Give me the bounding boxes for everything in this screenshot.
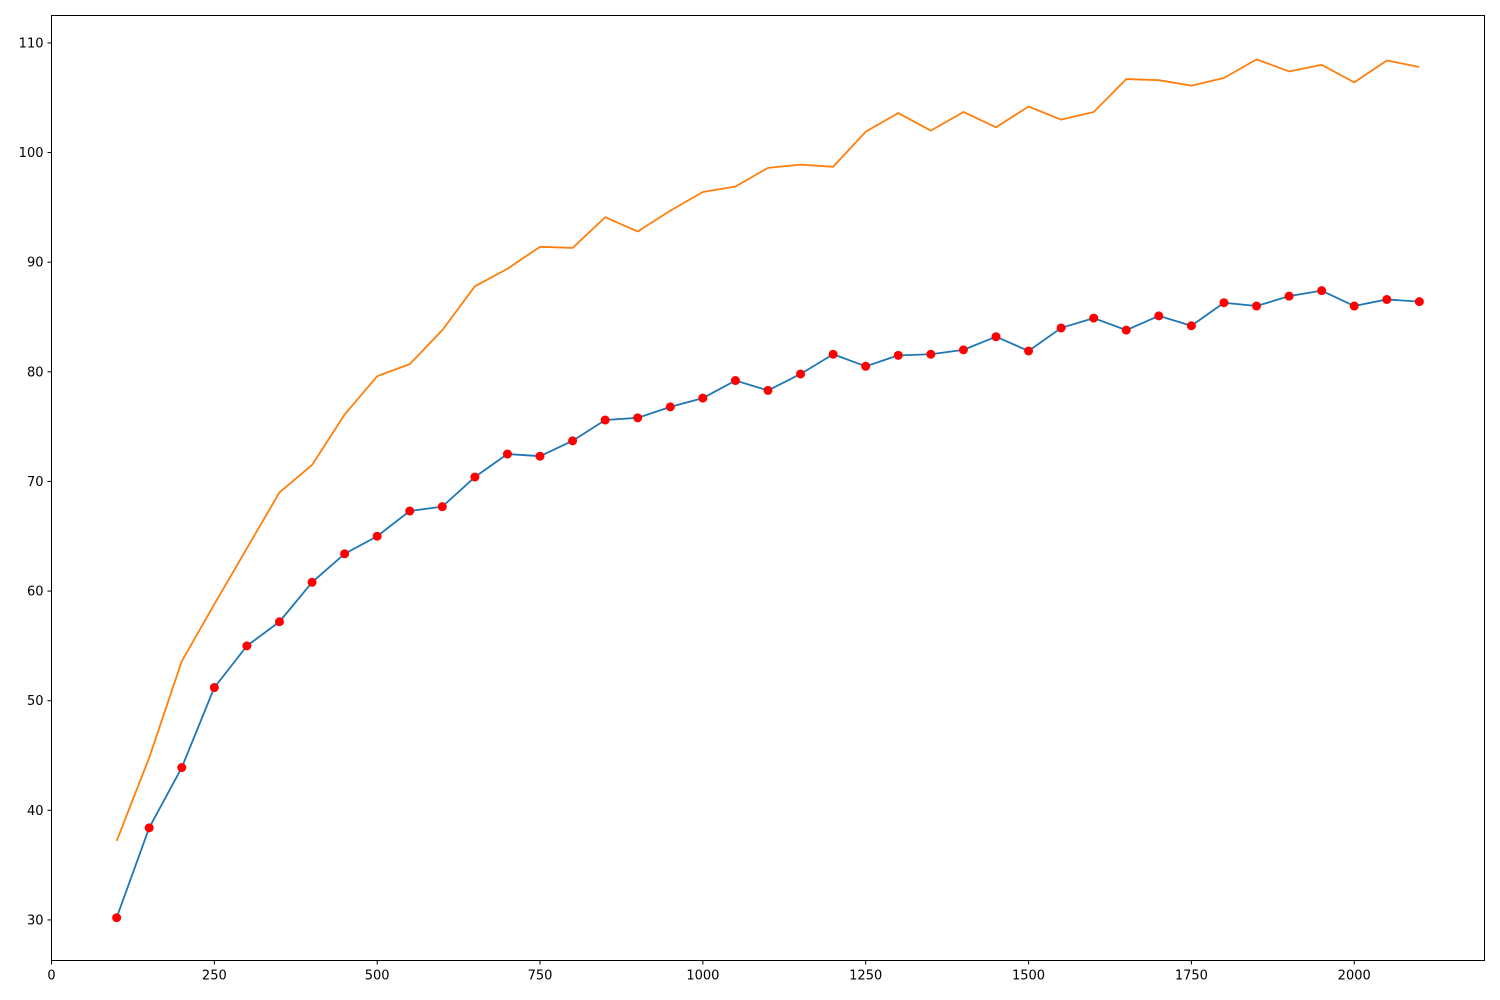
y-axis: 30 40 50 60 70 80 90 100 110 bbox=[19, 36, 52, 928]
series-1-point bbox=[1252, 301, 1262, 311]
series-1-point bbox=[1186, 321, 1196, 331]
series-1-point bbox=[633, 413, 643, 423]
series-1-point bbox=[405, 506, 415, 516]
y-tick-label: 80 bbox=[27, 365, 44, 380]
series-1-point bbox=[242, 641, 252, 651]
x-tick-label: 500 bbox=[365, 969, 390, 984]
series-1-point bbox=[535, 451, 545, 461]
series-1-point bbox=[926, 349, 936, 359]
series-1-point bbox=[470, 472, 480, 482]
series-1-point bbox=[568, 436, 578, 446]
series-2 bbox=[115, 58, 1420, 842]
series-1-point bbox=[730, 376, 740, 386]
series-1-point bbox=[177, 763, 187, 773]
x-tick-label: 1000 bbox=[686, 969, 719, 984]
x-tick-label: 0 bbox=[47, 969, 55, 984]
y-tick-label: 70 bbox=[27, 475, 44, 490]
series-1-point bbox=[1317, 286, 1327, 296]
series-1-point bbox=[1414, 297, 1424, 307]
series-1-point bbox=[274, 617, 284, 627]
y-tick-label: 30 bbox=[27, 913, 44, 928]
series-layer bbox=[112, 58, 1424, 923]
series-1-point bbox=[1121, 325, 1131, 335]
x-tick-label: 1750 bbox=[1175, 969, 1208, 984]
series-1-point bbox=[1024, 346, 1034, 356]
series-2-line bbox=[115, 58, 1420, 842]
series-1-point bbox=[112, 913, 122, 923]
x-tick-label: 750 bbox=[528, 969, 553, 984]
series-1-point bbox=[763, 385, 773, 395]
series-1-point bbox=[1284, 291, 1294, 301]
y-tick-label: 110 bbox=[19, 36, 44, 51]
series-1-point bbox=[502, 449, 512, 459]
series-1 bbox=[112, 286, 1424, 923]
series-1-point bbox=[828, 349, 838, 359]
series-1-point bbox=[861, 361, 871, 371]
y-tick-label: 50 bbox=[27, 694, 44, 709]
x-tick-label: 2000 bbox=[1338, 969, 1371, 984]
y-tick-label: 60 bbox=[27, 585, 44, 600]
y-tick-label: 40 bbox=[27, 804, 44, 819]
series-1-point bbox=[600, 415, 610, 425]
series-1-point bbox=[698, 393, 708, 403]
series-1-point bbox=[437, 502, 447, 512]
x-tick-label: 250 bbox=[202, 969, 227, 984]
series-1-point bbox=[893, 350, 903, 360]
series-1-point bbox=[340, 549, 350, 559]
series-1-point bbox=[958, 345, 968, 355]
series-1-point bbox=[1089, 313, 1099, 323]
series-1-point bbox=[307, 577, 317, 587]
series-1-point bbox=[1154, 311, 1164, 321]
series-1-point bbox=[1219, 298, 1229, 308]
series-1-point bbox=[796, 369, 806, 379]
series-1-point bbox=[209, 683, 219, 693]
series-1-point bbox=[991, 332, 1001, 342]
x-tick-label: 1250 bbox=[849, 969, 882, 984]
series-1-point bbox=[1382, 294, 1392, 304]
x-axis: 0 250 500 750 1000 1250 1500 1750 2000 bbox=[47, 960, 1371, 984]
series-1-point bbox=[1056, 323, 1066, 333]
series-1-point bbox=[372, 531, 382, 541]
series-1-point bbox=[665, 402, 675, 412]
series-1-point bbox=[144, 823, 154, 833]
plot-area-frame bbox=[51, 15, 1485, 961]
y-tick-label: 100 bbox=[19, 146, 44, 161]
series-1-point bbox=[1349, 301, 1359, 311]
y-tick-label: 90 bbox=[27, 256, 44, 271]
x-tick-label: 1500 bbox=[1012, 969, 1045, 984]
